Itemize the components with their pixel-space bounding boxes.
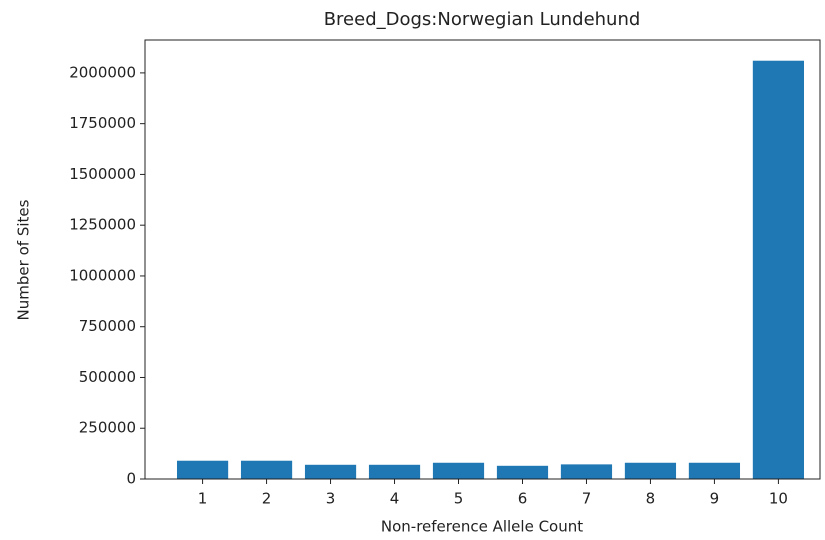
y-tick-label: 750000 bbox=[79, 317, 136, 335]
plot-frame bbox=[144, 39, 821, 480]
x-tick-label: 1 bbox=[198, 490, 208, 508]
bar bbox=[304, 464, 357, 479]
x-tick-label: 3 bbox=[326, 490, 336, 508]
bar bbox=[432, 462, 485, 479]
y-tick-label: 1750000 bbox=[69, 114, 136, 132]
y-tick-label: 1000000 bbox=[69, 266, 136, 284]
bar bbox=[240, 460, 293, 479]
y-tick-label: 1250000 bbox=[69, 216, 136, 234]
x-tick-label: 2 bbox=[262, 490, 272, 508]
x-tick-label: 8 bbox=[646, 490, 656, 508]
bar bbox=[752, 60, 805, 480]
y-tick-label: 1500000 bbox=[69, 165, 136, 183]
x-tick-label: 6 bbox=[518, 490, 528, 508]
y-tick-label: 250000 bbox=[79, 419, 136, 437]
x-tick-label: 9 bbox=[710, 490, 720, 508]
x-tick-label: 7 bbox=[582, 490, 592, 508]
bar bbox=[176, 460, 229, 479]
y-tick-label: 0 bbox=[126, 470, 136, 488]
bar bbox=[368, 464, 421, 479]
y-tick-label: 2000000 bbox=[69, 63, 136, 81]
y-axis-label: Number of Sites bbox=[15, 199, 33, 320]
bar bbox=[624, 462, 677, 479]
y-tick-label: 500000 bbox=[79, 368, 136, 386]
x-tick-label: 5 bbox=[454, 490, 464, 508]
bar bbox=[496, 465, 549, 479]
chart-title: Breed_Dogs:Norwegian Lundehund bbox=[324, 9, 641, 30]
x-tick-label: 4 bbox=[390, 490, 400, 508]
x-axis-label: Non-reference Allele Count bbox=[381, 518, 583, 536]
bar bbox=[560, 464, 613, 479]
x-tick-label: 10 bbox=[769, 490, 788, 508]
bar bbox=[688, 462, 741, 479]
